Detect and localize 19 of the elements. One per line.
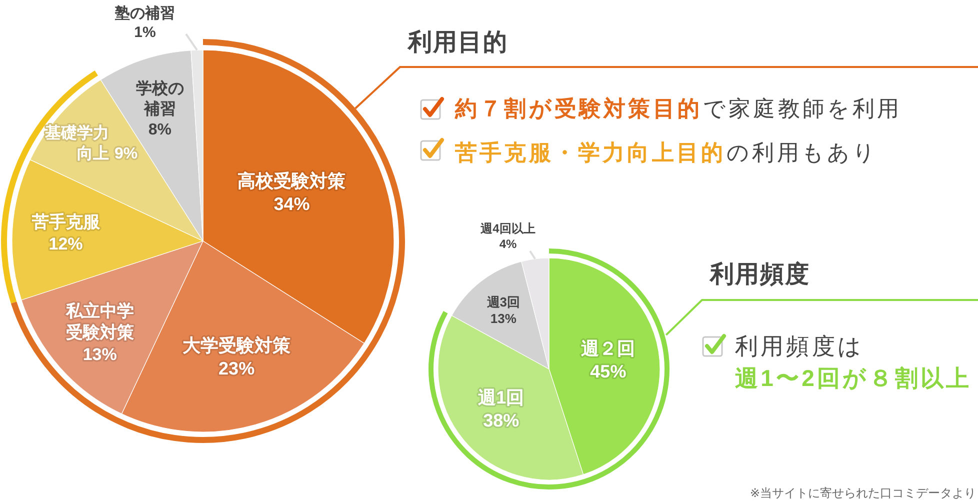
slice-label: 週4回以上	[480, 222, 536, 236]
data-label: 38%	[483, 410, 520, 431]
text: 週1〜2回が８割以上	[735, 365, 972, 391]
text: ※当サイトに寄せられた口コミデータより	[750, 486, 976, 500]
slice-label: 週２回	[580, 338, 636, 359]
data-label: 1%	[134, 24, 156, 41]
text: で家庭教師を利用	[703, 96, 902, 121]
slice-label: 週1回	[477, 388, 524, 408]
slice-label: 塾の補習	[114, 4, 175, 22]
data-label: 13%	[490, 311, 517, 326]
text: 利用頻度	[709, 261, 810, 288]
text: 利用頻度は	[735, 333, 864, 359]
data-label: 4%	[499, 237, 517, 251]
text: 苦手克服・学力向上目的	[454, 140, 726, 165]
data-label: 45%	[590, 362, 626, 382]
slice-label: 週3回	[486, 294, 520, 310]
text: 利用目的	[407, 29, 508, 56]
text: 約７割が受験対策目的	[454, 96, 702, 121]
text: の利用もあり	[726, 140, 878, 165]
